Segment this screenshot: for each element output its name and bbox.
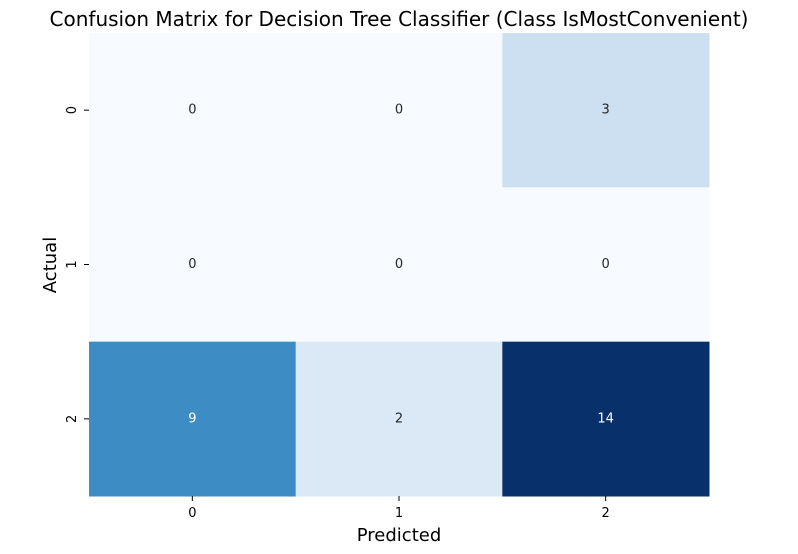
heatmap-cell-r2-c0 — [89, 341, 297, 497]
x-axis-ticks: 0 1 2 — [188, 496, 610, 521]
y-tick-label-2: 2 — [65, 415, 80, 423]
y-tick-label-1: 1 — [65, 260, 80, 268]
heatmap-cell-r1-c0 — [89, 187, 297, 343]
heatmap-cell-r1-c2 — [502, 187, 710, 343]
cell-value-r0-c1: 0 — [395, 103, 403, 118]
x-tick-label-0: 0 — [188, 506, 196, 521]
cell-value-r2-c1: 2 — [395, 411, 403, 426]
cell-value-r1-c2: 0 — [602, 257, 610, 272]
cell-value-r1-c0: 0 — [188, 257, 196, 272]
y-axis-label: Actual — [40, 237, 61, 293]
heatmap-cell-r0-c1 — [295, 33, 503, 188]
x-tick-label-2: 2 — [602, 506, 610, 521]
x-tick-label-1: 1 — [395, 506, 403, 521]
y-axis-ticks: 0 1 2 — [65, 106, 89, 423]
chart-title: Confusion Matrix for Decision Tree Class… — [50, 7, 749, 31]
cell-value-r1-c1: 0 — [395, 257, 403, 272]
cell-value-r0-c0: 0 — [188, 103, 196, 118]
x-axis-label: Predicted — [357, 525, 442, 546]
cell-value-r2-c2: 14 — [597, 411, 614, 426]
cell-value-r2-c0: 9 — [188, 411, 196, 426]
heatmap-cell-labels: 0 0 3 0 0 0 9 2 14 — [188, 103, 614, 427]
heatmap-cell-r0-c0 — [89, 33, 297, 188]
heatmap-cell-r0-c2 — [502, 33, 710, 188]
cell-value-r0-c2: 3 — [602, 103, 610, 118]
heatmap-cells — [89, 33, 710, 497]
heatmap-cell-r2-c1 — [295, 341, 503, 497]
heatmap-cell-r2-c2 — [502, 341, 710, 497]
y-tick-label-0: 0 — [65, 106, 80, 114]
heatmap-cell-r1-c1 — [295, 187, 503, 343]
